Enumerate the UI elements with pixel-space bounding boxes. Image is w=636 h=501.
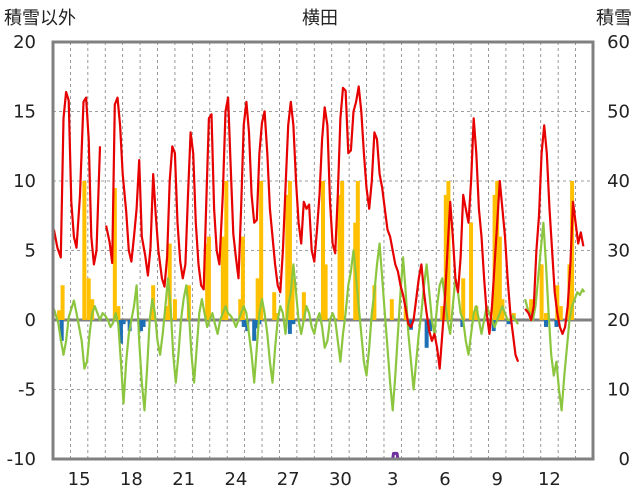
- precip-bar: [252, 320, 257, 341]
- sunshine-bar: [461, 278, 466, 320]
- precip-bar: [287, 320, 292, 334]
- chart-title: 横田: [302, 8, 338, 29]
- sunshine-bar: [558, 306, 563, 320]
- mean-temp-line: [52, 221, 586, 412]
- sunshine-bar: [86, 278, 91, 320]
- y-right-tick-label: 30: [607, 241, 630, 262]
- precip-bar: [253, 320, 258, 329]
- sunshine-bar: [497, 236, 502, 320]
- precip-bar: [138, 320, 143, 332]
- y-tick-label: 5: [25, 241, 36, 262]
- x-tick-label: 12: [538, 469, 561, 490]
- sunshine-bar: [116, 306, 121, 320]
- sunshine-bar: [570, 181, 575, 320]
- precip-bar: [554, 320, 559, 327]
- sunshine-bar: [539, 264, 544, 320]
- plot-frame: [51, 40, 595, 461]
- sunshine-bar: [287, 181, 292, 320]
- sunshine-bar: [90, 299, 95, 320]
- sunshine-bar: [255, 278, 260, 320]
- sunshine-bar: [355, 181, 360, 320]
- precip-bar: [121, 320, 126, 325]
- sunshine-bar: [240, 236, 245, 320]
- sunshine-bar: [323, 264, 328, 320]
- sunshine-bar: [440, 306, 445, 320]
- sunshine-bar: [474, 306, 479, 320]
- x-tick-label: 18: [120, 469, 143, 490]
- plot-border: [51, 40, 595, 461]
- sunshine-bar: [206, 236, 211, 320]
- left-y-tick-labels: 20 15 10 5 0 -5 -10: [7, 32, 36, 470]
- y-right-tick-label: 50: [607, 102, 630, 123]
- y-tick-label: -5: [18, 380, 36, 401]
- x-tick-labels: 15 18 21 24 27 30 3 6 9 12: [68, 469, 561, 490]
- x-tick-label: 6: [439, 469, 450, 490]
- sunshine-bar: [372, 285, 377, 320]
- y-tick-label: 20: [13, 32, 36, 53]
- y-tick-label: 15: [13, 102, 36, 123]
- sunshine-bar: [469, 222, 474, 320]
- x-tick-label: 27: [277, 469, 300, 490]
- sunshine-bar: [529, 299, 534, 320]
- sunshine-bar: [220, 236, 225, 320]
- sunshine-bar: [272, 292, 277, 320]
- sunshine-bar: [321, 181, 325, 320]
- sunshine-bar: [285, 194, 290, 320]
- sunshine-bar: [543, 313, 548, 320]
- sunshine-bar: [165, 306, 170, 320]
- precip-bar: [424, 320, 429, 348]
- sunshine-bar: [82, 181, 87, 320]
- y-tick-label: -10: [7, 449, 36, 470]
- sunshine-bar: [112, 187, 117, 320]
- precip-bar: [291, 320, 296, 325]
- sunshine-bar: [495, 181, 500, 320]
- precip-bar: [428, 320, 433, 332]
- right-axis-label: 積雪: [596, 8, 632, 29]
- sunshine-bar: [290, 278, 295, 320]
- precip-bar: [543, 320, 548, 327]
- sunshine-bar: [60, 285, 65, 320]
- x-tick-label: 15: [68, 469, 91, 490]
- max-temp-line: [52, 85, 585, 370]
- precip-bar: [59, 320, 64, 341]
- sunshine-bar: [389, 299, 394, 320]
- sunshine-bar: [500, 299, 505, 320]
- precip-bar: [141, 320, 146, 327]
- x-tick-label: 30: [329, 469, 352, 490]
- sunshine-bar: [224, 181, 229, 320]
- sunshine-bar: [172, 299, 177, 320]
- x-tick-label: 3: [387, 469, 398, 490]
- sunshine-bar: [301, 292, 306, 320]
- precip-bar: [460, 320, 465, 327]
- x-tick-label: 21: [172, 469, 195, 490]
- precip-bar: [118, 320, 123, 344]
- left-axis-label: 積雪以外: [4, 8, 76, 29]
- y-right-tick-label: 60: [607, 32, 630, 53]
- precip-bar: [506, 320, 511, 325]
- y-tick-label: 0: [25, 310, 36, 331]
- y-tick-label: 10: [13, 171, 36, 192]
- x-tick-label: 24: [224, 469, 247, 490]
- y-right-tick-label: 40: [607, 171, 630, 192]
- sunshine-bar: [238, 299, 243, 320]
- precip-bar: [241, 320, 246, 327]
- sunshine-bar: [337, 194, 342, 320]
- right-y-tick-labels: 60 50 40 30 20 10 0: [607, 32, 630, 470]
- sunshine-bar: [57, 310, 62, 320]
- y-right-tick-label: 0: [619, 449, 630, 470]
- sunshine-bar: [555, 285, 560, 320]
- sunshine-bar: [259, 181, 264, 320]
- y-right-tick-label: 10: [607, 380, 630, 401]
- sunshine-bar: [274, 313, 279, 320]
- x-tick-label: 9: [491, 469, 502, 490]
- y-right-tick-label: 20: [607, 310, 630, 331]
- sunshine-bar: [443, 194, 448, 320]
- sunshine-bar: [167, 243, 172, 320]
- sunshine-bar: [340, 181, 345, 320]
